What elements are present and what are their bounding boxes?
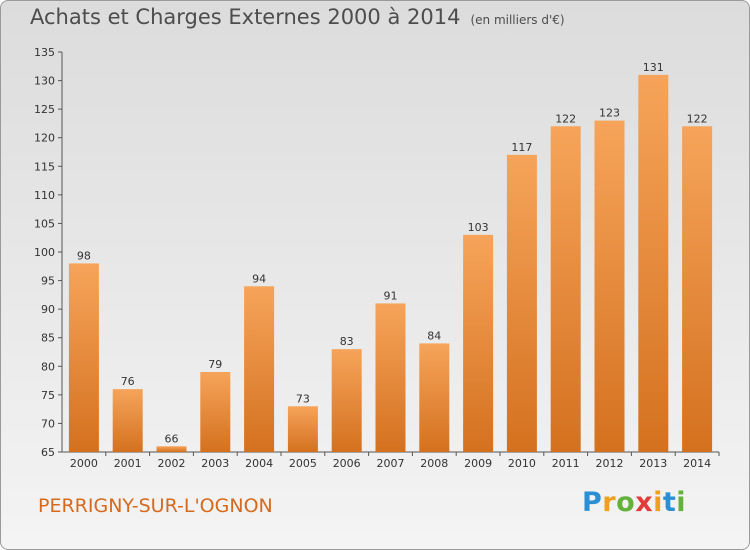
- x-tick-label: 2010: [508, 457, 536, 470]
- y-tick-label: 85: [41, 332, 55, 345]
- y-tick-label: 65: [41, 446, 55, 459]
- y-tick-label: 125: [34, 103, 55, 116]
- data-label: 76: [121, 375, 135, 388]
- data-label: 117: [511, 141, 532, 154]
- bar: [419, 343, 450, 452]
- y-tick-label: 105: [34, 217, 55, 230]
- chart-title: Achats et Charges Externes 2000 à 2014 (e…: [30, 5, 565, 29]
- y-tick-label: 80: [41, 360, 55, 373]
- bar: [594, 120, 625, 453]
- commune-name: PERRIGNY-SUR-L'OGNON: [38, 495, 273, 517]
- bar: [156, 446, 187, 452]
- x-tick-label: 2002: [158, 457, 186, 470]
- bar: [331, 349, 362, 452]
- y-tick-label: 130: [34, 75, 55, 88]
- chart-unit: (en milliers d'€): [470, 13, 565, 27]
- y-tick-label: 110: [34, 189, 55, 202]
- y-tick-label: 135: [34, 46, 55, 59]
- data-label: 122: [555, 112, 576, 125]
- data-label: 94: [252, 272, 266, 285]
- bar: [506, 154, 537, 452]
- data-label: 73: [296, 392, 310, 405]
- bar: [550, 126, 581, 453]
- y-tick-label: 115: [34, 160, 55, 173]
- bar: [200, 372, 231, 452]
- bar: [287, 406, 318, 452]
- x-tick-label: 2001: [114, 457, 142, 470]
- data-label: 83: [340, 335, 354, 348]
- x-tick-label: 2012: [596, 457, 624, 470]
- x-tick-label: 2000: [70, 457, 98, 470]
- x-tick-label: 2007: [377, 457, 405, 470]
- data-label: 103: [468, 221, 489, 234]
- data-label: 84: [427, 329, 441, 342]
- data-label: 131: [643, 61, 664, 74]
- chart-title-text: Achats et Charges Externes 2000 à 2014: [30, 5, 461, 29]
- data-label: 98: [77, 249, 91, 262]
- y-tick-label: 75: [41, 389, 55, 402]
- bar: [112, 389, 143, 452]
- bar: [463, 234, 494, 452]
- x-tick-label: 2003: [201, 457, 229, 470]
- x-tick-label: 2011: [552, 457, 580, 470]
- data-label: 66: [165, 432, 179, 445]
- x-tick-label: 2005: [289, 457, 317, 470]
- y-tick-label: 95: [41, 275, 55, 288]
- y-tick-label: 90: [41, 303, 55, 316]
- x-tick-label: 2009: [464, 457, 492, 470]
- y-tick-label: 120: [34, 132, 55, 145]
- data-label: 79: [208, 358, 222, 371]
- data-label: 123: [599, 107, 620, 120]
- data-label: 122: [687, 112, 708, 125]
- x-tick-label: 2013: [639, 457, 667, 470]
- bar: [375, 303, 406, 452]
- bar: [68, 263, 99, 452]
- bar: [244, 286, 275, 452]
- x-tick-label: 2014: [683, 457, 711, 470]
- x-tick-label: 2006: [333, 457, 361, 470]
- proxiti-logo: Proxiti: [582, 487, 687, 518]
- y-tick-label: 100: [34, 246, 55, 259]
- y-tick-label: 70: [41, 417, 55, 430]
- x-tick-label: 2008: [420, 457, 448, 470]
- bar: [682, 126, 713, 453]
- bar: [638, 74, 669, 452]
- data-label: 91: [384, 289, 398, 302]
- x-tick-label: 2004: [245, 457, 273, 470]
